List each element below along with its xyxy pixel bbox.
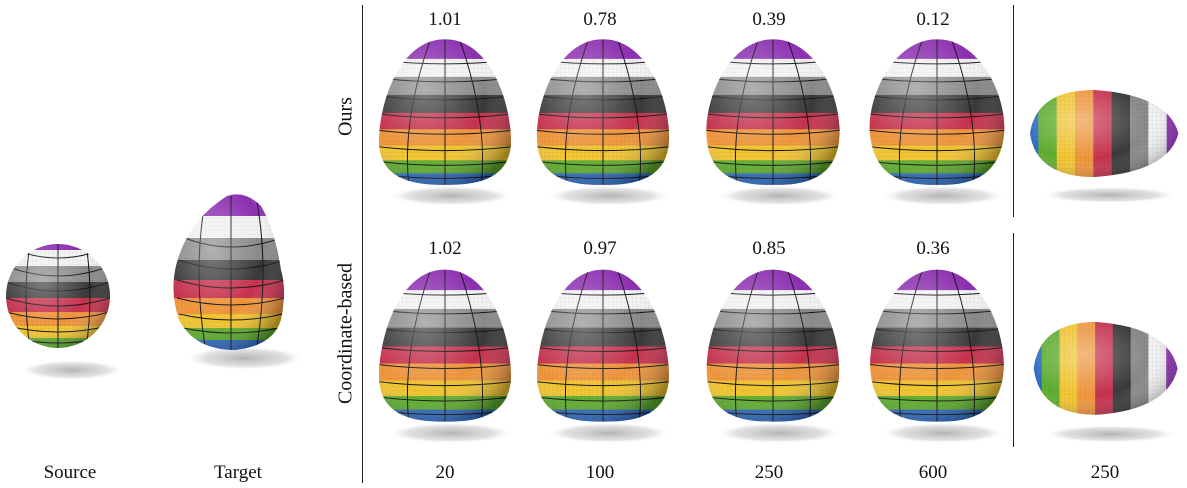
- row-label-top: Ours: [334, 97, 357, 136]
- bottom-error-3: 0.85: [752, 238, 786, 259]
- bottom-error-4: 0.36: [916, 238, 950, 259]
- row-label-bottom: Coordinate-based: [334, 262, 357, 405]
- egg-ours-4: [869, 39, 1006, 206]
- target-shape: [173, 194, 305, 370]
- egg-ours-1: [379, 39, 514, 206]
- divider-bottom-right: [1013, 233, 1015, 447]
- egg-coordinate-based-1: [379, 269, 514, 444]
- label-step-2: 100: [585, 462, 615, 483]
- top-error-2: 0.78: [583, 9, 617, 30]
- source-sphere: [6, 244, 120, 380]
- top-error-1: 1.01: [428, 9, 462, 30]
- label-step-4: 600: [918, 462, 948, 483]
- egg-ours-3: [706, 39, 842, 206]
- top-error-4: 0.12: [916, 9, 950, 30]
- egg-coordinate-based-2: [537, 269, 672, 444]
- egg-coordinate-based-3: [706, 269, 842, 444]
- egg-ours-2: [536, 39, 672, 206]
- egg-coordinate-based-4: [870, 269, 1006, 444]
- bottom-error-1: 1.02: [428, 238, 462, 259]
- divider-top-right: [1013, 5, 1015, 217]
- divider-main: [362, 5, 364, 483]
- label-target: Target: [214, 462, 262, 483]
- label-step-3: 250: [754, 462, 784, 483]
- label-step-1: 20: [435, 462, 455, 483]
- bottom-error-2: 0.97: [583, 238, 617, 259]
- egg-ours-rotated: [1029, 90, 1179, 204]
- egg-coordinate-based-rotated: [1033, 322, 1178, 443]
- top-error-3: 0.39: [752, 9, 786, 30]
- label-source: Source: [43, 462, 97, 483]
- label-extra: 250: [1090, 462, 1120, 483]
